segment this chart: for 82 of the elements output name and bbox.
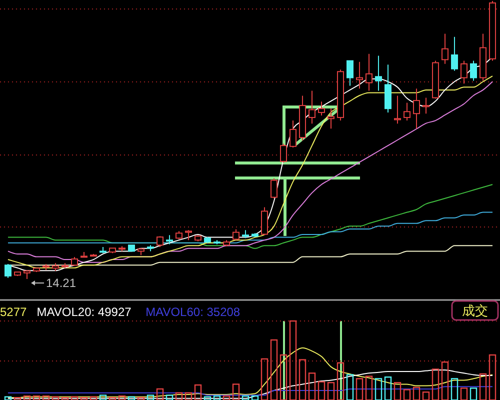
- bar: [336, 362, 344, 400]
- bar: [213, 395, 221, 400]
- bar: [270, 339, 278, 400]
- bar: [4, 396, 12, 400]
- bar: [232, 384, 240, 400]
- bar: [327, 382, 335, 400]
- bar: [394, 382, 402, 400]
- candlestick: [346, 60, 354, 86]
- text: MAVOL60: 35208: [146, 305, 240, 319]
- text: 5277: [0, 305, 28, 319]
- text: MAVOL20: 49927: [36, 305, 132, 319]
- bar: [289, 320, 297, 400]
- bar: [441, 361, 449, 400]
- candlestick: [366, 53, 372, 92]
- candlestick: [166, 234, 173, 245]
- bar: [488, 354, 496, 400]
- bar: [32, 395, 40, 400]
- bar: [479, 373, 487, 400]
- candlestick: [232, 228, 240, 241]
- candlestick: [156, 236, 164, 248]
- candlestick: [356, 61, 363, 90]
- bar: [118, 395, 126, 400]
- bar: [242, 395, 250, 400]
- bar: [222, 395, 230, 400]
- candlestick: [394, 95, 401, 124]
- candlestick: [328, 108, 334, 130]
- bar: [308, 372, 316, 400]
- bar: [432, 368, 440, 400]
- candlestick: [280, 143, 287, 164]
- candlestick: [442, 33, 448, 64]
- bar: [365, 376, 373, 400]
- bar: [374, 378, 382, 400]
- bar: [99, 394, 107, 400]
- bar: [42, 395, 50, 400]
- candlestick: [261, 206, 268, 236]
- candlestick: [4, 263, 12, 278]
- bar: [318, 381, 326, 400]
- bar: [298, 359, 306, 400]
- candlestick: [470, 60, 477, 82]
- bar: [422, 392, 430, 400]
- annotation: 14.21: [46, 276, 76, 290]
- bar: [204, 396, 212, 400]
- bar: [470, 388, 478, 400]
- bar: [460, 388, 468, 400]
- bar: [80, 397, 88, 400]
- bar: [412, 386, 420, 400]
- candlestick: [460, 60, 468, 84]
- candlestick: [318, 101, 325, 116]
- bar: [194, 384, 202, 400]
- candlestick: [375, 55, 382, 92]
- bar: [175, 392, 183, 400]
- bar: [251, 395, 259, 400]
- candlestick: [451, 36, 458, 72]
- bar: [346, 374, 354, 400]
- candlestick: [308, 90, 316, 124]
- bar: [52, 396, 60, 400]
- bar: [184, 392, 192, 400]
- bar: [23, 395, 31, 400]
- bar: [260, 358, 268, 400]
- candlestick: [422, 97, 430, 114]
- text: 成交: [462, 303, 488, 318]
- bar: [14, 397, 22, 400]
- bar: [108, 397, 116, 400]
- bar: [61, 397, 69, 400]
- bar: [166, 394, 174, 400]
- candlestick: [384, 64, 392, 113]
- bar: [450, 378, 458, 400]
- bar: [403, 389, 411, 400]
- bar: [137, 397, 145, 400]
- candlestick: [404, 102, 410, 122]
- bar: [280, 354, 288, 400]
- bar: [146, 394, 154, 400]
- bar: [156, 388, 164, 400]
- candlestick: [290, 120, 296, 148]
- bar: [356, 378, 364, 400]
- candlestick: [413, 88, 420, 130]
- bar: [70, 396, 78, 400]
- bar: [128, 396, 136, 400]
- bar: [384, 376, 392, 400]
- candlestick: [185, 230, 192, 241]
- candlestick: [270, 178, 278, 199]
- bar: [90, 396, 98, 400]
